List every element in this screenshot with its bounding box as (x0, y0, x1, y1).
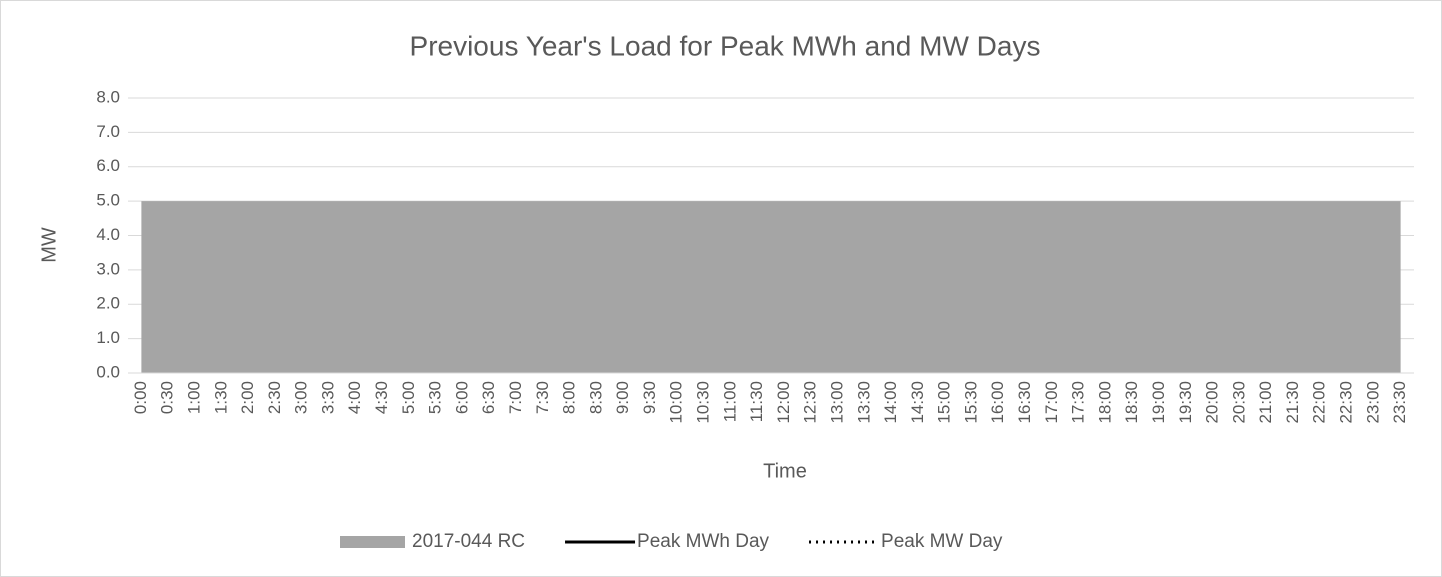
x-tick-label: 1:00 (184, 381, 203, 414)
x-axis-label: Time (763, 460, 807, 482)
y-tick-label: 2.0 (96, 294, 120, 313)
x-tick-label: 21:00 (1256, 381, 1275, 424)
y-tick-label: 5.0 (96, 191, 120, 210)
x-tick-label: 7:00 (506, 381, 525, 414)
x-tick-label: 9:30 (640, 381, 659, 414)
x-tick-label: 2:30 (265, 381, 284, 414)
legend-swatch (340, 536, 405, 548)
x-tick-label: 6:30 (479, 381, 498, 414)
x-tick-label: 18:00 (1095, 381, 1114, 424)
x-tick-label: 20:00 (1203, 381, 1222, 424)
x-tick-label: 22:30 (1337, 381, 1356, 424)
x-tick-label: 4:00 (345, 381, 364, 414)
x-tick-label: 0:30 (158, 381, 177, 414)
x-tick-label: 13:00 (827, 381, 846, 424)
x-tick-label: 12:30 (801, 381, 820, 424)
x-tick-label: 20:30 (1229, 381, 1248, 424)
x-tick-label: 23:30 (1390, 381, 1409, 424)
chart-title: Previous Year's Load for Peak MWh and MW… (410, 30, 1041, 61)
y-tick-label: 7.0 (96, 122, 120, 141)
x-tick-label: 7:30 (533, 381, 552, 414)
x-tick-label: 3:30 (318, 381, 337, 414)
x-tick-label: 15:00 (935, 381, 954, 424)
x-tick-label: 6:00 (452, 381, 471, 414)
x-tick-label: 18:30 (1122, 381, 1141, 424)
x-tick-label: 5:30 (426, 381, 445, 414)
x-tick-label: 17:00 (1042, 381, 1061, 424)
x-tick-label: 14:30 (908, 381, 927, 424)
x-tick-label: 13:30 (854, 381, 873, 424)
x-tick-label: 4:30 (372, 381, 391, 414)
y-tick-label: 1.0 (96, 328, 120, 347)
x-tick-label: 1:30 (211, 381, 230, 414)
y-tick-label: 8.0 (96, 87, 120, 106)
area (141, 201, 1401, 373)
x-tick-label: 11:00 (720, 381, 739, 422)
x-tick-label: 9:00 (613, 381, 632, 414)
x-tick-label: 19:30 (1176, 381, 1195, 424)
x-tick-label: 3:00 (292, 381, 311, 414)
x-tick-label: 23:00 (1363, 381, 1382, 424)
x-tick-label: 0:00 (131, 381, 150, 414)
x-tick-label: 15:30 (961, 381, 980, 424)
legend-label: 2017-044 RC (412, 531, 525, 552)
y-axis-label: MW (38, 227, 60, 263)
x-tick-label: 5:00 (399, 381, 418, 414)
y-tick-label: 4.0 (96, 225, 120, 244)
x-tick-label: 14:00 (881, 381, 900, 424)
legend-label: Peak MW Day (881, 531, 1003, 552)
x-tick-label: 21:30 (1283, 381, 1302, 424)
x-tick-label: 8:00 (560, 381, 579, 414)
x-tick-label: 22:00 (1310, 381, 1329, 424)
x-tick-label: 19:00 (1149, 381, 1168, 424)
x-tick-label: 10:00 (667, 381, 686, 424)
y-tick-label: 6.0 (96, 156, 120, 175)
x-tick-label: 12:00 (774, 381, 793, 424)
y-tick-label: 3.0 (96, 259, 120, 278)
x-tick-label: 10:30 (694, 381, 713, 424)
x-tick-label: 2:00 (238, 381, 257, 414)
x-tick-label: 11:30 (747, 381, 766, 422)
x-tick-label: 16:00 (988, 381, 1007, 424)
x-tick-label: 8:30 (586, 381, 605, 414)
legend-label: Peak MWh Day (637, 531, 769, 552)
x-tick-label: 16:30 (1015, 381, 1034, 424)
y-tick-label: 0.0 (96, 362, 120, 381)
x-tick-label: 17:30 (1069, 381, 1088, 424)
